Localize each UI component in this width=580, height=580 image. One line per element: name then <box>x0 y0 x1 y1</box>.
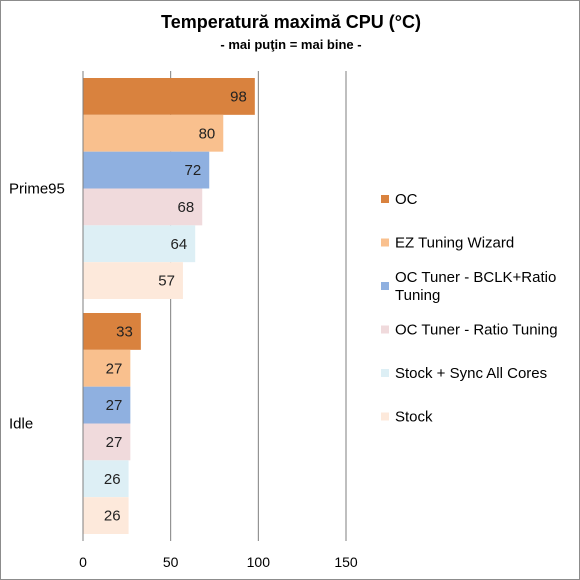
chart-subtitle: - mai puţin = mai bine - <box>220 37 361 52</box>
axes: 0 50 100 150 Prime95 Idle <box>9 71 358 570</box>
bar-idle-oc-tuner-ratio-tuning <box>83 423 131 461</box>
data-label-prime95-stock-sync-all-cores: 64 <box>171 236 188 253</box>
legend-swatch-stock-sync-all-cores <box>381 369 389 377</box>
data-label-prime95-oc: 98 <box>230 88 247 105</box>
bar-idle-ez-tuning-wizard <box>83 349 131 387</box>
legend-swatch-oc-tuner-ratio-tuning <box>381 325 389 334</box>
bar-prime95-stock <box>83 262 183 299</box>
chart-title: Temperatură maximă CPU (°C) <box>161 12 421 32</box>
data-label-idle-oc-tuner-ratio-tuning: 27 <box>106 434 123 451</box>
bar-idle-stock <box>83 497 129 534</box>
data-label-prime95-ez-tuning-wizard: 80 <box>199 125 216 142</box>
x-tick-label-100: 100 <box>247 554 271 570</box>
legend-label-stock: Stock <box>395 409 433 426</box>
category-label-prime95: Prime95 <box>9 181 65 198</box>
bar-prime95-stock-sync-all-cores <box>83 225 196 263</box>
legend-label-oc-tuner-ratio-tuning: OC Tuner - Ratio Tuning <box>395 322 558 339</box>
legend-swatch-oc-tuner-bclk-ratio-tuning <box>381 282 389 290</box>
bar-prime95-oc <box>83 78 255 115</box>
x-tick-label-50: 50 <box>163 554 179 570</box>
data-label-idle-stock: 26 <box>104 508 121 525</box>
legend-label-oc-tuner-bclk-ratio-tuning: OC Tuner - BCLK+Ratio Tuning <box>395 269 556 304</box>
bar-idle-oc-tuner-bclk-ratio-tuning <box>83 386 131 424</box>
bar-idle-oc <box>83 313 141 350</box>
legend: OC EZ Tuning Wizard OC Tuner - BCLK+Ratio T… <box>381 191 558 426</box>
bars: 98 80 72 68 64 57 33 27 27 27 26 26 <box>83 78 255 534</box>
data-label-idle-stock-sync-all-cores: 26 <box>104 471 121 488</box>
data-label-idle-ez-tuning-wizard: 27 <box>106 360 123 377</box>
category-label-idle: Idle <box>9 416 33 433</box>
legend-swatch-oc <box>381 195 389 203</box>
x-tick-label-0: 0 <box>79 554 87 570</box>
legend-label-stock-sync-all-cores: Stock + Sync All Cores <box>395 365 547 382</box>
data-label-idle-oc-tuner-bclk-ratio-tuning: 27 <box>106 397 123 414</box>
legend-label-ez-tuning-wizard: EZ Tuning Wizard <box>395 235 514 252</box>
legend-swatch-ez-tuning-wizard <box>381 238 389 247</box>
x-tick-label-150: 150 <box>334 554 358 570</box>
data-label-prime95-oc-tuner-bclk-ratio-tuning: 72 <box>185 162 202 179</box>
legend-label-oc: OC <box>395 191 418 208</box>
bar-idle-stock-sync-all-cores <box>83 460 129 498</box>
data-label-idle-oc: 33 <box>116 323 133 340</box>
data-label-prime95-oc-tuner-ratio-tuning: 68 <box>178 199 195 216</box>
bar-prime95-ez-tuning-wizard <box>83 114 224 152</box>
data-label-prime95-stock: 57 <box>158 273 175 290</box>
bar-prime95-oc-tuner-ratio-tuning <box>83 188 203 226</box>
bar-prime95-oc-tuner-bclk-ratio-tuning <box>83 151 210 189</box>
legend-swatch-stock <box>381 412 389 421</box>
